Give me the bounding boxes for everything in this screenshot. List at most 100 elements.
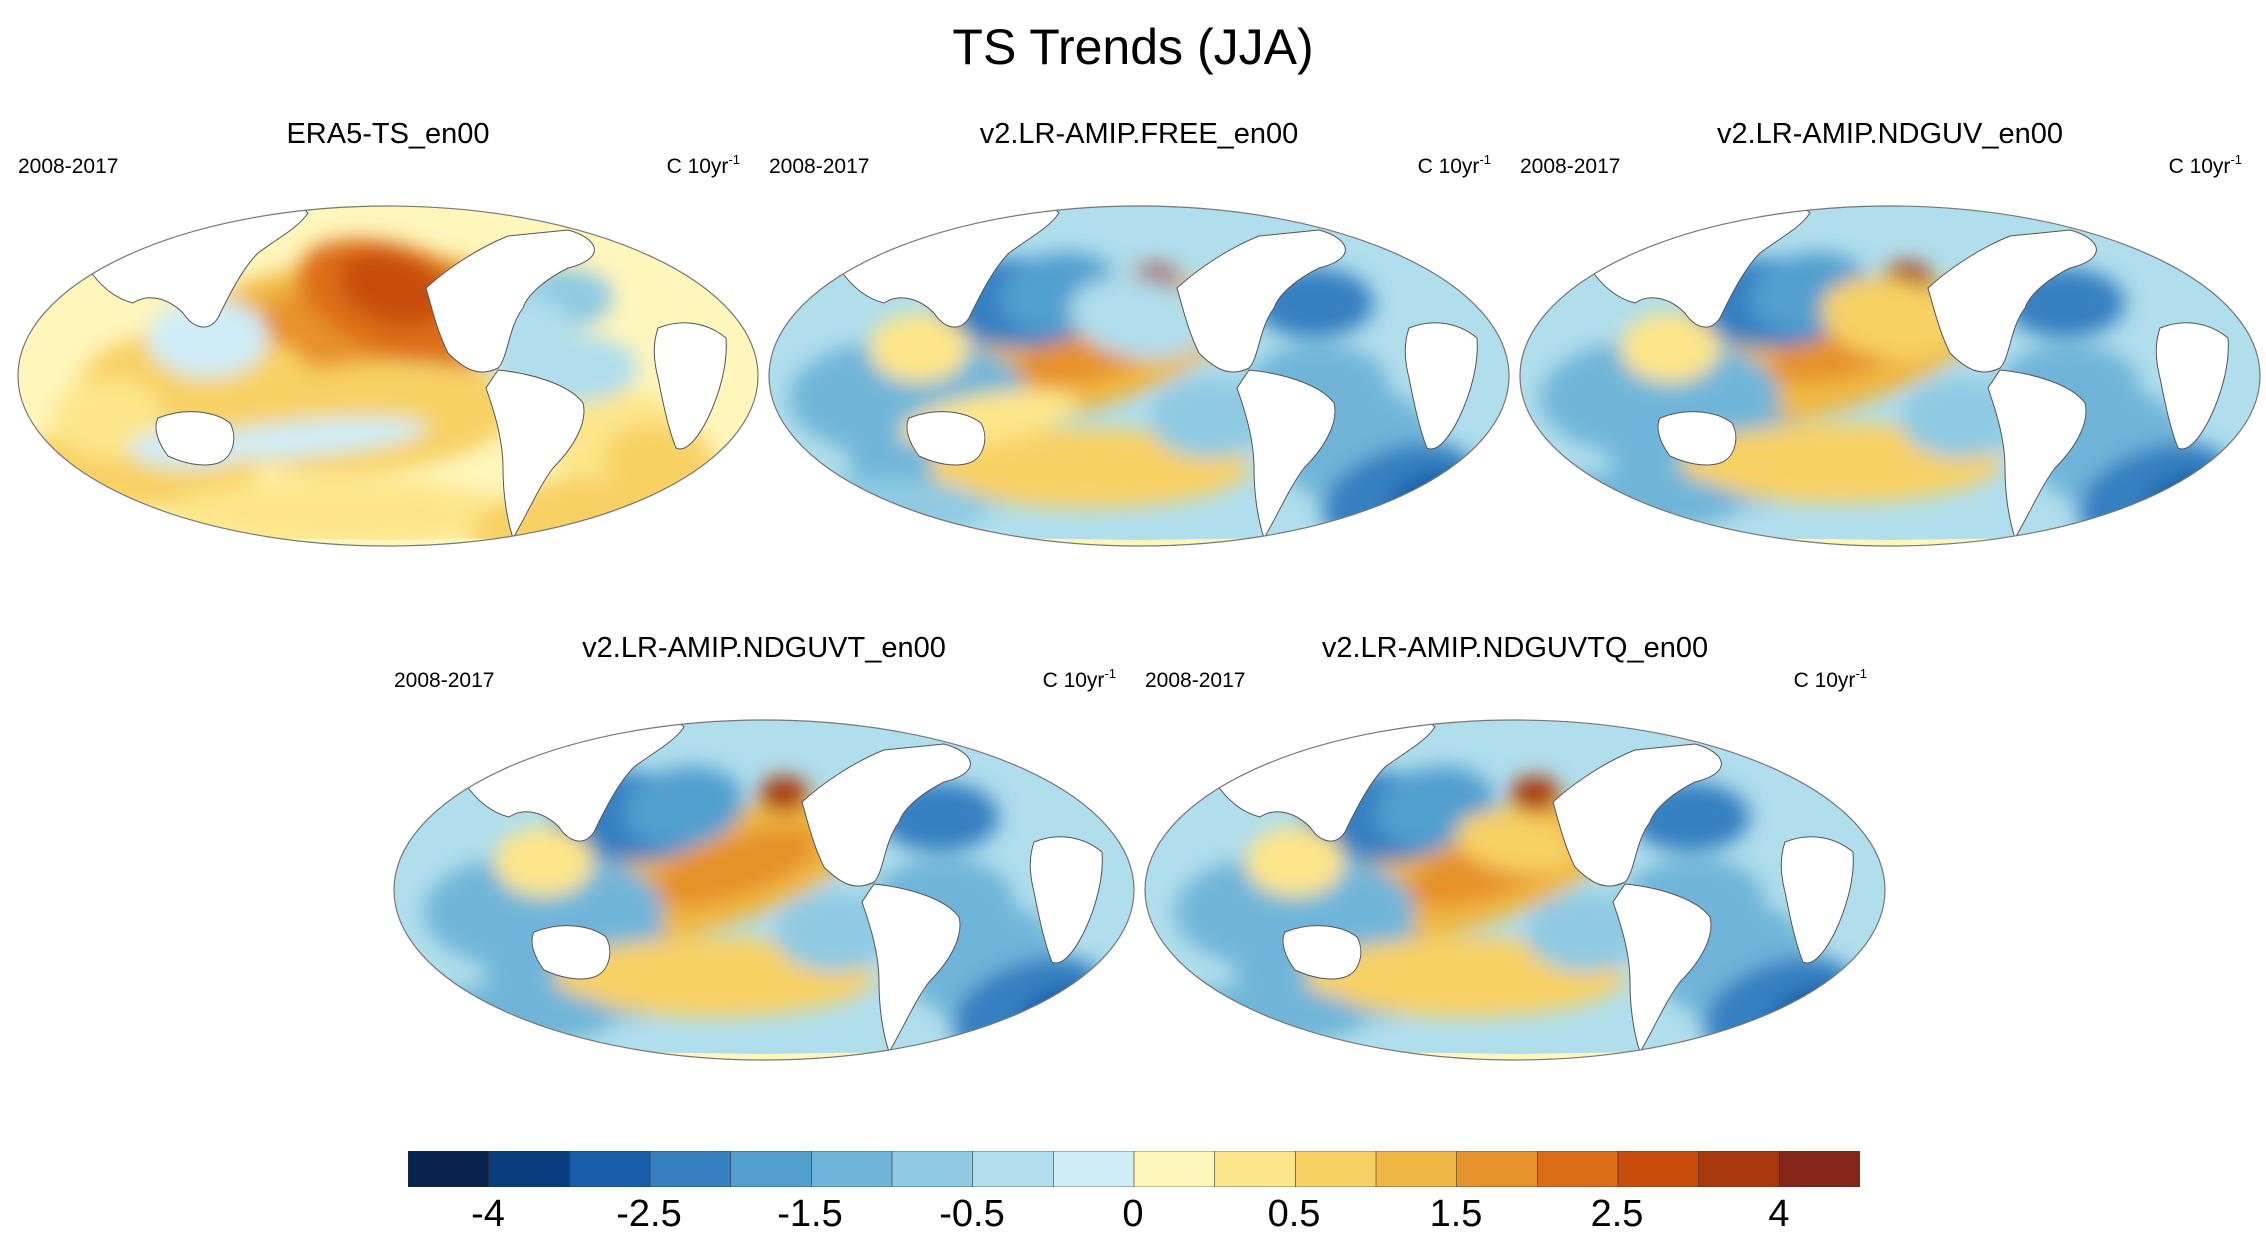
southern-ocean-band	[769, 538, 1509, 546]
trend-anomaly	[494, 827, 594, 897]
southern-ocean-band	[1520, 538, 2260, 546]
colorbar-box	[1053, 1151, 1135, 1187]
period-label: 2008-2017	[1145, 669, 1246, 692]
south-america-landmass	[861, 883, 961, 1054]
units-label: C 10yr-1	[1042, 666, 1116, 692]
south-america-landmass	[485, 369, 585, 540]
map-outline	[1519, 205, 2261, 547]
north-america-landmass	[801, 743, 971, 887]
colorbar-tick-label: -1.5	[777, 1193, 843, 1235]
map-outline	[768, 205, 1510, 547]
panel-title: v2.LR-AMIP.NDGUVTQ_en00	[1321, 632, 1709, 664]
trend-anomaly	[869, 313, 969, 383]
trend-map	[759, 205, 1519, 598]
north-america-landmass	[1927, 229, 2097, 373]
colorbar-box	[1779, 1151, 1860, 1187]
trend-anomaly	[1820, 276, 1960, 360]
trend-anomaly	[774, 892, 894, 972]
colorbar-tick-label: 1.5	[1429, 1193, 1483, 1235]
colorbar-box	[1214, 1151, 1297, 1187]
southern-ocean-band	[18, 538, 758, 546]
africa-landmass	[653, 322, 727, 450]
period-label: 2008-2017	[1520, 155, 1621, 178]
north-america-landmass	[1552, 743, 1722, 887]
north-america-landmass	[1176, 229, 1346, 373]
trend-anomaly	[759, 776, 809, 812]
period-label: 2008-2017	[394, 669, 495, 692]
colorbar-tick-label: -2.5	[616, 1193, 682, 1235]
south-america-landmass	[1236, 369, 1336, 540]
north-america-landmass	[425, 229, 595, 373]
panel-title: v2.LR-AMIP.FREE_en00	[979, 118, 1299, 150]
colorbar-box	[488, 1151, 571, 1187]
africa-landmass	[1404, 322, 1478, 450]
units-label: C 10yr-1	[2168, 152, 2242, 178]
trend-anomaly	[1149, 378, 1269, 458]
colorbar-box	[972, 1151, 1055, 1187]
australia-landmass	[906, 411, 986, 466]
colorbar-box	[891, 1151, 974, 1187]
south-america-landmass	[1987, 369, 2087, 540]
colorbar-tick-label: 2.5	[1590, 1193, 1644, 1235]
map-outline	[17, 205, 759, 547]
colorbar-box	[569, 1151, 651, 1187]
colorbar-box	[1456, 1151, 1539, 1187]
map-outline	[1144, 719, 1886, 1061]
trend-anomaly	[1455, 810, 1575, 874]
colorbar-box	[408, 1151, 490, 1187]
colorbar-tick-label: -0.5	[939, 1193, 1005, 1235]
panel-title: v2.LR-AMIP.NDGUVT_en00	[582, 632, 946, 664]
map-field	[759, 206, 1519, 598]
colorbar-box	[1295, 1151, 1377, 1187]
greenland-landmass	[1724, 720, 1776, 749]
units-label: C 10yr-1	[666, 152, 740, 178]
colorbar-box	[811, 1151, 893, 1187]
trend-anomaly	[929, 428, 1249, 508]
map-panel-free: v2.LR-AMIP.FREE_en00 2008-2017 C 10yr-1	[759, 118, 1519, 598]
map-field	[1520, 206, 2260, 546]
antarctica-landmass	[759, 559, 1519, 598]
trend-anomaly	[1510, 776, 1560, 812]
trend-anomaly	[647, 827, 821, 907]
units-label: C 10yr-1	[1793, 666, 1867, 692]
map-panel-ndguvt: v2.LR-AMIP.NDGUVT_en00 2008-2017 C 10yr-…	[384, 632, 1144, 1112]
trend-anomaly	[1525, 892, 1645, 972]
trend-anomaly	[769, 478, 989, 538]
colorbar-box	[1698, 1151, 1781, 1187]
colorbar	[408, 1151, 1860, 1187]
antarctica-landmass	[384, 1073, 1144, 1112]
australia-landmass	[155, 411, 235, 466]
map-field	[384, 720, 1144, 1112]
trend-anomaly	[339, 250, 447, 326]
trend-anomaly	[188, 417, 428, 459]
trend-map	[8, 205, 768, 598]
trend-map	[1519, 205, 2261, 547]
antarctica-landmass	[8, 559, 768, 598]
australia-landmass	[531, 925, 611, 980]
africa-landmass	[1780, 836, 1854, 964]
australia-landmass	[1282, 925, 1362, 980]
period-label: 2008-2017	[769, 155, 870, 178]
africa-landmass	[1029, 836, 1103, 964]
south-america-landmass	[1612, 883, 1712, 1054]
map-field	[8, 206, 768, 598]
trend-anomaly	[624, 766, 744, 848]
colorbar-tick-label: 0	[1122, 1193, 1144, 1235]
panel-title: ERA5-TS_en00	[286, 118, 490, 150]
trend-anomaly	[1900, 378, 2020, 458]
southern-ocean-band	[394, 1052, 1134, 1060]
colorbar-box	[1375, 1151, 1458, 1187]
trend-anomaly	[148, 298, 268, 378]
southern-ocean-band	[1145, 1052, 1885, 1060]
trend-anomaly	[168, 478, 508, 546]
trend-field-layer	[1145, 766, 1857, 1058]
map-panel-era5: ERA5-TS_en00 2008-2017 C 10yr-1	[8, 118, 768, 598]
map-panel-ndguv: v2.LR-AMIP.NDGUV_en00 2008-2017 C 10yr-1	[1510, 118, 2266, 598]
africa-landmass	[2155, 322, 2229, 450]
colorbar-tick-label: 4	[1768, 1193, 1790, 1235]
units-label: C 10yr-1	[1417, 152, 1491, 178]
greenland-landmass	[2099, 206, 2151, 235]
panel-title: v2.LR-AMIP.NDGUV_en00	[1716, 118, 2063, 150]
australia-landmass	[1657, 411, 1737, 466]
colorbar-tick-label: -4	[471, 1193, 505, 1235]
